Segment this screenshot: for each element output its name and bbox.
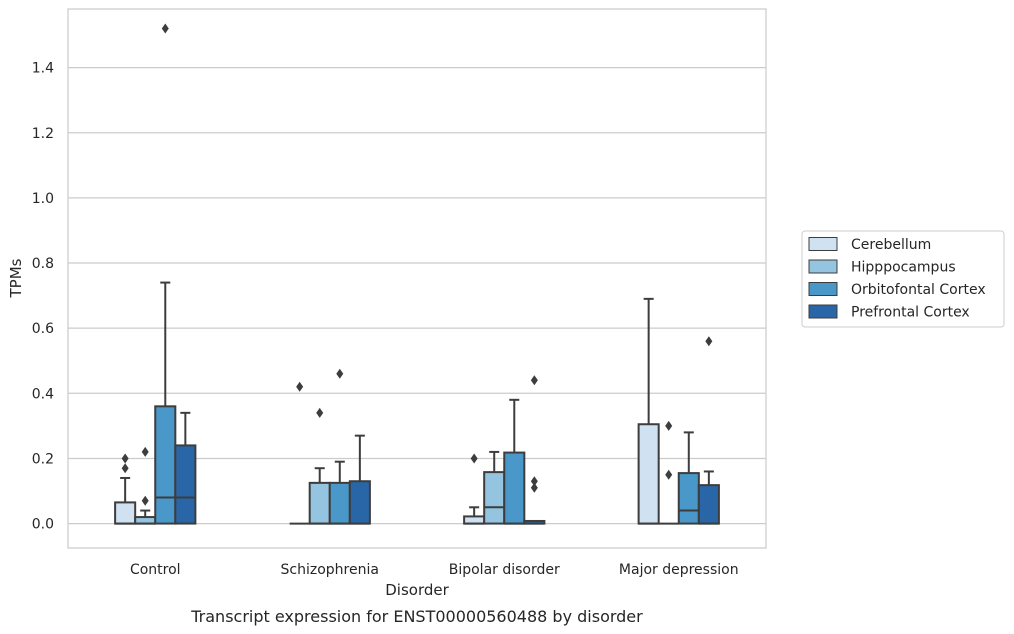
legend-label: Prefrontal Cortex — [851, 305, 970, 321]
legend: Cerebellum Hipppocampus Orbitofontal Corte… — [801, 230, 1005, 328]
box — [328, 481, 351, 525]
legend-label: Hipppocampus — [851, 260, 956, 276]
outlier-point — [141, 446, 149, 457]
legend-swatch — [808, 304, 838, 319]
x-tick-labels: Control Schizophrenia Bipolar disorder Majo… — [130, 562, 739, 578]
box — [174, 444, 197, 525]
outlier-point — [296, 381, 304, 392]
box-group — [348, 434, 371, 525]
box — [114, 501, 137, 525]
y-tick-label: 1.0 — [32, 191, 54, 207]
outlier-point — [121, 453, 129, 464]
legend-label: Orbitofontal Cortex — [851, 282, 986, 298]
outlier-point — [530, 482, 538, 493]
legend-swatch — [808, 237, 838, 251]
box — [697, 484, 720, 525]
gridlines — [68, 66, 766, 525]
box — [677, 472, 700, 525]
box-group — [523, 375, 546, 525]
outlier-point — [121, 463, 129, 474]
box-group — [289, 381, 310, 525]
outlier-point — [530, 476, 538, 487]
box — [154, 405, 177, 525]
x-tick-label: Control — [130, 562, 181, 578]
box — [308, 481, 331, 525]
y-tick-label: 0.8 — [32, 256, 54, 272]
outlier-point — [705, 336, 713, 347]
x-axis-title: Disorder — [385, 581, 449, 599]
legend-swatch — [808, 259, 838, 274]
box — [637, 423, 660, 525]
box-group — [174, 411, 197, 525]
outlier-point — [665, 469, 673, 480]
plot-frame — [67, 8, 767, 549]
x-tick-label: Bipolar disorder — [449, 562, 560, 578]
box — [483, 471, 506, 525]
y-tick-label: 0.0 — [32, 517, 54, 533]
box-layer — [114, 23, 720, 525]
outlier-point — [470, 453, 478, 464]
box-group — [328, 368, 351, 525]
box-group — [658, 420, 679, 525]
box-group — [114, 453, 137, 525]
box — [503, 451, 526, 525]
box-group — [154, 23, 177, 525]
x-tick-label: Major depression — [619, 562, 739, 578]
y-tick-label: 1.2 — [32, 126, 54, 142]
legend-label: Cerebellum — [851, 237, 931, 253]
box-group — [697, 336, 720, 525]
legend-swatch — [808, 282, 838, 296]
outlier-point — [141, 495, 149, 506]
box — [463, 515, 486, 525]
x-tick-label: Schizophrenia — [281, 562, 379, 578]
y-tick-label: 0.6 — [32, 321, 54, 337]
y-tick-label: 0.4 — [32, 386, 54, 402]
y-tick-label: 1.4 — [32, 61, 54, 77]
y-axis-title: TPMs — [7, 258, 25, 298]
outlier-point — [336, 368, 344, 379]
box-group — [503, 398, 526, 525]
outlier-point — [530, 375, 538, 386]
box — [348, 480, 371, 525]
outlier-point — [161, 23, 169, 34]
legend-frame — [801, 230, 1005, 328]
figure-caption: Transcript expression for ENST0000056048… — [190, 607, 643, 626]
box-group — [637, 297, 660, 525]
outlier-point — [316, 407, 324, 418]
y-tick-labels: 0.0 0.2 0.4 0.6 0.8 1.0 1.2 1.4 — [32, 61, 54, 533]
outlier-point — [665, 420, 673, 431]
y-tick-label: 0.2 — [32, 451, 54, 467]
